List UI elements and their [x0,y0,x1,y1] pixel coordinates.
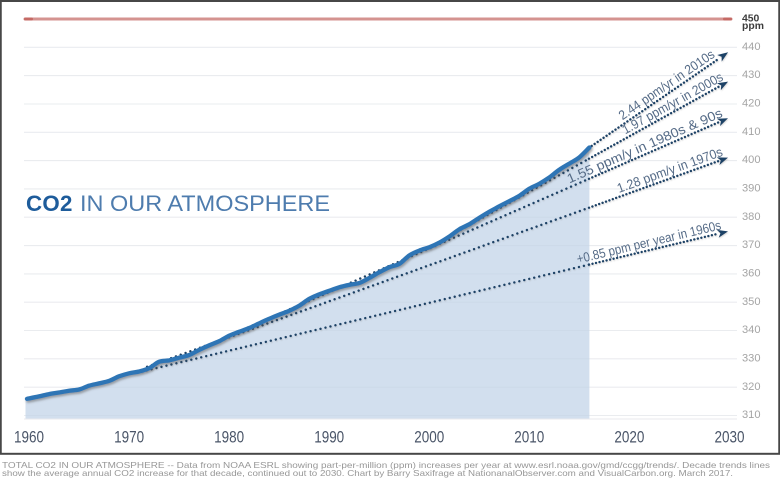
svg-text:IN OUR ATMOSPHERE: IN OUR ATMOSPHERE [80,191,330,216]
svg-text:450: 450 [742,13,760,24]
svg-text:1980: 1980 [214,429,244,447]
svg-text:400: 400 [742,154,761,166]
svg-text:330: 330 [742,352,761,364]
svg-text:390: 390 [742,183,761,195]
svg-text:show the average annual CO2 in: show the average annual CO2 increase for… [2,468,733,478]
svg-text:420: 420 [742,98,761,110]
svg-text:2000: 2000 [414,429,444,447]
svg-text:440: 440 [742,41,761,53]
svg-text:2020: 2020 [614,429,644,447]
svg-text:320: 320 [742,381,761,393]
svg-text:370: 370 [742,239,761,251]
svg-text:1990: 1990 [314,429,344,447]
svg-text:310: 310 [742,409,761,421]
svg-text:1960: 1960 [14,429,44,447]
svg-text:430: 430 [742,69,761,81]
svg-text:CO2: CO2 [26,191,73,216]
svg-text:2010: 2010 [514,429,544,447]
svg-text:360: 360 [742,268,761,280]
svg-text:410: 410 [742,126,761,138]
svg-text:TOTAL CO2 IN OUR ATMOSPHERE --: TOTAL CO2 IN OUR ATMOSPHERE -- Data from… [2,460,770,470]
svg-text:ppm: ppm [742,21,764,32]
svg-text:380: 380 [742,211,761,223]
svg-text:2030: 2030 [715,429,745,447]
svg-text:350: 350 [742,296,761,308]
svg-text:340: 340 [742,324,761,336]
svg-text:1970: 1970 [114,429,144,447]
